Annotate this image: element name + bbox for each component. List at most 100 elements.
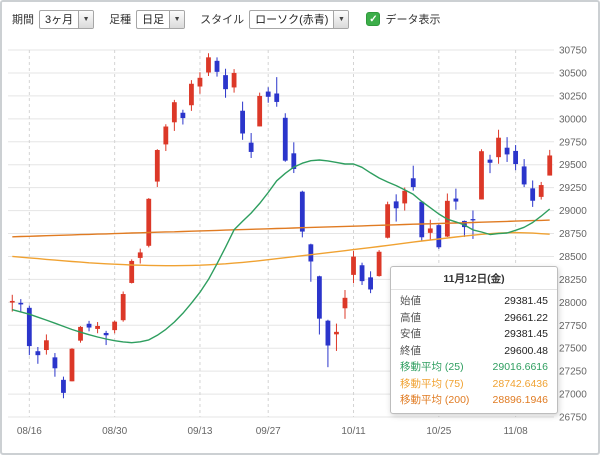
tooltip-row: 移動平均 (75) 28742.6436 (400, 377, 548, 390)
x-tick-label: 09/27 (256, 426, 281, 437)
x-tick-label: 08/16 (17, 426, 42, 437)
candle-body-down (316, 276, 322, 319)
candle-body-down (274, 93, 280, 102)
candle-body-down (470, 219, 476, 221)
y-axis-labels: 26750 27000 27250 27500 27750 28000 28250 28500… (559, 46, 587, 424)
candle-body-up (69, 348, 75, 382)
chevron-down-icon: ▼ (333, 10, 349, 28)
y-tick-label: 29750 (559, 137, 587, 148)
y-tick-label: 27000 (559, 390, 587, 401)
data-display-label: データ表示 (385, 14, 441, 26)
ma75-line (12, 231, 550, 267)
candle-body-up (402, 190, 408, 204)
candle-body-up (154, 150, 160, 182)
candle-body-down (103, 332, 109, 336)
candle-body-down (282, 117, 288, 161)
candle-body-up (112, 321, 118, 331)
candle-body-up (78, 326, 83, 341)
candle-body-up (9, 300, 15, 303)
y-tick-label: 30000 (559, 114, 587, 125)
candle-body-up (547, 155, 553, 176)
tooltip-row: 終値 29600.48 (400, 344, 548, 357)
candle-body-up (95, 325, 100, 329)
x-tick-label: 08/30 (102, 426, 127, 437)
bar-type-label: 足種 (109, 14, 132, 26)
candle-body-up (146, 198, 152, 246)
candles (9, 53, 553, 399)
candle-body-down (52, 357, 58, 369)
chart-area: 08/16 08/30 09/13 09/27 10/11 10/25 11/08 26750… (2, 36, 598, 453)
candle-body-up (171, 102, 177, 123)
candle-body-down (530, 188, 536, 201)
ma25-line (12, 159, 551, 344)
candle-body-down (18, 302, 24, 305)
ohlc-tooltip: 11月12日(金) 始値 29381.45 高値 29661.22 安値 29381.45… (390, 266, 558, 414)
y-tick-label: 28500 (559, 252, 587, 263)
x-axis-labels: 08/16 08/30 09/13 09/27 10/11 10/25 11/08 (17, 426, 528, 437)
x-tick-label: 09/13 (187, 426, 212, 437)
data-display-toggle[interactable]: ✓ データ表示 (366, 11, 440, 27)
style-select-value: ローソク(赤青) (255, 13, 329, 26)
candle-body-down (223, 75, 228, 90)
candle-body-down (419, 201, 425, 238)
candle-body-down (86, 323, 92, 328)
tooltip-rows: 始値 29381.45 高値 29661.22 安値 29381.45 終値 29600.48… (391, 290, 557, 413)
x-tick-label: 11/08 (503, 426, 528, 437)
tooltip-row: 移動平均 (200) 28896.1946 (400, 394, 548, 406)
y-tick-label: 26750 (559, 413, 587, 424)
candle-body-up (334, 331, 339, 335)
y-tick-label: 27750 (559, 321, 587, 332)
y-tick-label: 29000 (559, 206, 587, 217)
candle-body-up (342, 297, 348, 309)
candle-body-down (299, 191, 305, 232)
candle-body-up (376, 251, 382, 277)
candle-body-up (197, 77, 203, 87)
candle-body-down (521, 166, 527, 185)
x-tick-label: 10/25 (426, 426, 451, 437)
candlestick-chart[interactable]: 08/16 08/30 09/13 09/27 10/11 10/25 11/08 26750… (2, 36, 598, 453)
candle-body-down (248, 142, 254, 152)
candle-body-down (308, 244, 314, 262)
candle-body-up (231, 72, 237, 88)
tooltip-row: 高値 29661.22 (400, 311, 548, 324)
y-tick-label: 30250 (559, 91, 587, 102)
tooltip-date: 11月12日(金) (391, 267, 557, 290)
candle-body-down (436, 225, 442, 248)
y-tick-label: 28000 (559, 298, 587, 309)
candle-body-up (206, 57, 211, 73)
y-tick-label: 28750 (559, 229, 587, 240)
candle-body-up (385, 204, 391, 238)
period-label: 期間 (12, 14, 34, 26)
candle-body-up (427, 228, 433, 233)
style-label: スタイル (200, 14, 245, 26)
candle-body-up (479, 151, 484, 200)
candle-body-down (265, 91, 271, 97)
candle-body-down (359, 265, 365, 282)
bar-type-select[interactable]: 日足 ▼ (136, 9, 186, 29)
tooltip-row: 安値 29381.45 (400, 328, 548, 340)
y-tick-label: 28250 (559, 275, 587, 286)
candle-body-up (120, 294, 126, 321)
x-tick-label: 10/11 (341, 426, 366, 437)
candle-body-down (504, 147, 510, 155)
candle-body-down (487, 159, 493, 163)
candle-body-up (163, 126, 169, 145)
period-select-value: 3ヶ月 (45, 13, 74, 26)
candle-body-down (325, 320, 331, 346)
candle-body-up (257, 95, 263, 127)
candle-body-up (496, 137, 501, 158)
candle-body-up (351, 256, 356, 275)
candle-body-down (291, 153, 297, 169)
candle-body-down (26, 307, 32, 347)
chevron-down-icon: ▼ (169, 10, 185, 28)
candle-body-up (137, 252, 143, 258)
candle-body-down (368, 277, 373, 290)
style-select[interactable]: ローソク(赤青) ▼ (249, 9, 350, 29)
date-gridlines (28, 50, 517, 417)
tooltip-row: 始値 29381.45 (400, 295, 548, 307)
period-select[interactable]: 3ヶ月 ▼ (39, 9, 95, 29)
checkbox-checked-icon: ✓ (366, 12, 381, 26)
candle-body-up (43, 340, 49, 351)
candle-body-down (462, 220, 467, 228)
chart-toolbar: 期間 3ヶ月 ▼ 足種 日足 ▼ スタイル ローソク(赤青) ▼ ✓ データ表示 (2, 2, 598, 36)
